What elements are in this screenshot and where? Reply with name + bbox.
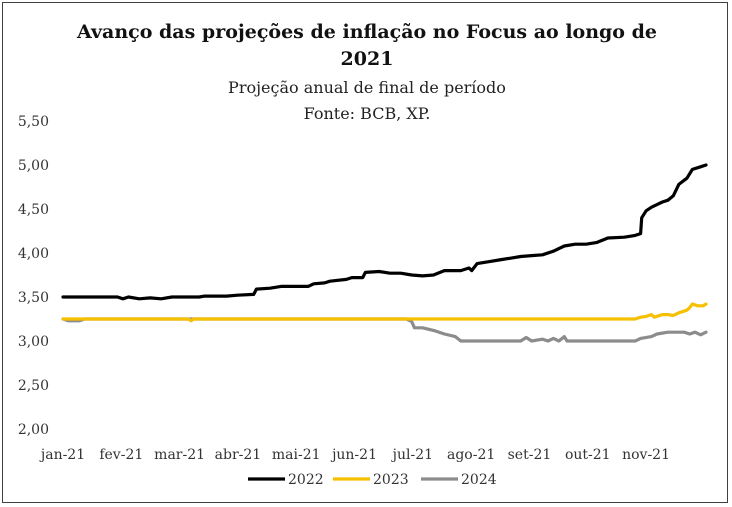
x-tick-label: jul-21 (391, 447, 433, 463)
x-tick-label: jan-21 (39, 447, 85, 463)
y-tick-label: 2,00 (18, 422, 49, 438)
legend: 2022 2023 2024 (248, 472, 497, 488)
x-tick-label: set-21 (508, 447, 552, 463)
series-line-2022 (61, 163, 708, 301)
legend-label-2023: 2023 (373, 472, 409, 488)
x-axis: jan-21 fev-21 mar-21 abr-21 mai-21 jun-21 jul-… (39, 447, 670, 463)
x-tick-label: out-21 (565, 447, 611, 463)
x-tick-label: nov-21 (622, 447, 670, 463)
x-tick-label: fev-21 (99, 447, 143, 463)
y-tick-label: 5,00 (18, 158, 49, 174)
x-tick-label: mai-21 (272, 447, 321, 463)
legend-label-2022: 2022 (288, 472, 324, 488)
chart-source: Fonte: BCB, XP. (304, 104, 431, 123)
chart-subtitle-line-1: Projeção anual de final de período (228, 78, 506, 97)
x-tick-label: mar-21 (154, 447, 205, 463)
y-tick-label: 3,00 (18, 334, 49, 350)
x-tick-label: ago-21 (447, 447, 495, 463)
x-tick-label: jun-21 (330, 447, 377, 463)
y-tick-label: 5,50 (18, 114, 49, 130)
chart-canvas: Avanço das projeções de inflação no Focu… (18, 21, 708, 488)
chart-title-line-2: 2021 (341, 48, 394, 70)
y-axis: 2,00 2,50 3,00 3,50 4,00 4,50 5,00 5,50 (18, 114, 49, 438)
legend-label-2024: 2024 (461, 472, 497, 488)
series-line-2023 (61, 302, 708, 323)
series-layer (61, 163, 708, 343)
y-tick-label: 2,50 (18, 378, 49, 394)
y-tick-label: 4,00 (18, 246, 49, 262)
x-tick-label: abr-21 (215, 447, 262, 463)
y-tick-label: 4,50 (18, 202, 49, 218)
y-tick-label: 3,50 (18, 290, 49, 306)
chart-title-line-1: Avanço das projeções de inflação no Focu… (76, 21, 657, 43)
series-line-2024 (61, 317, 708, 343)
